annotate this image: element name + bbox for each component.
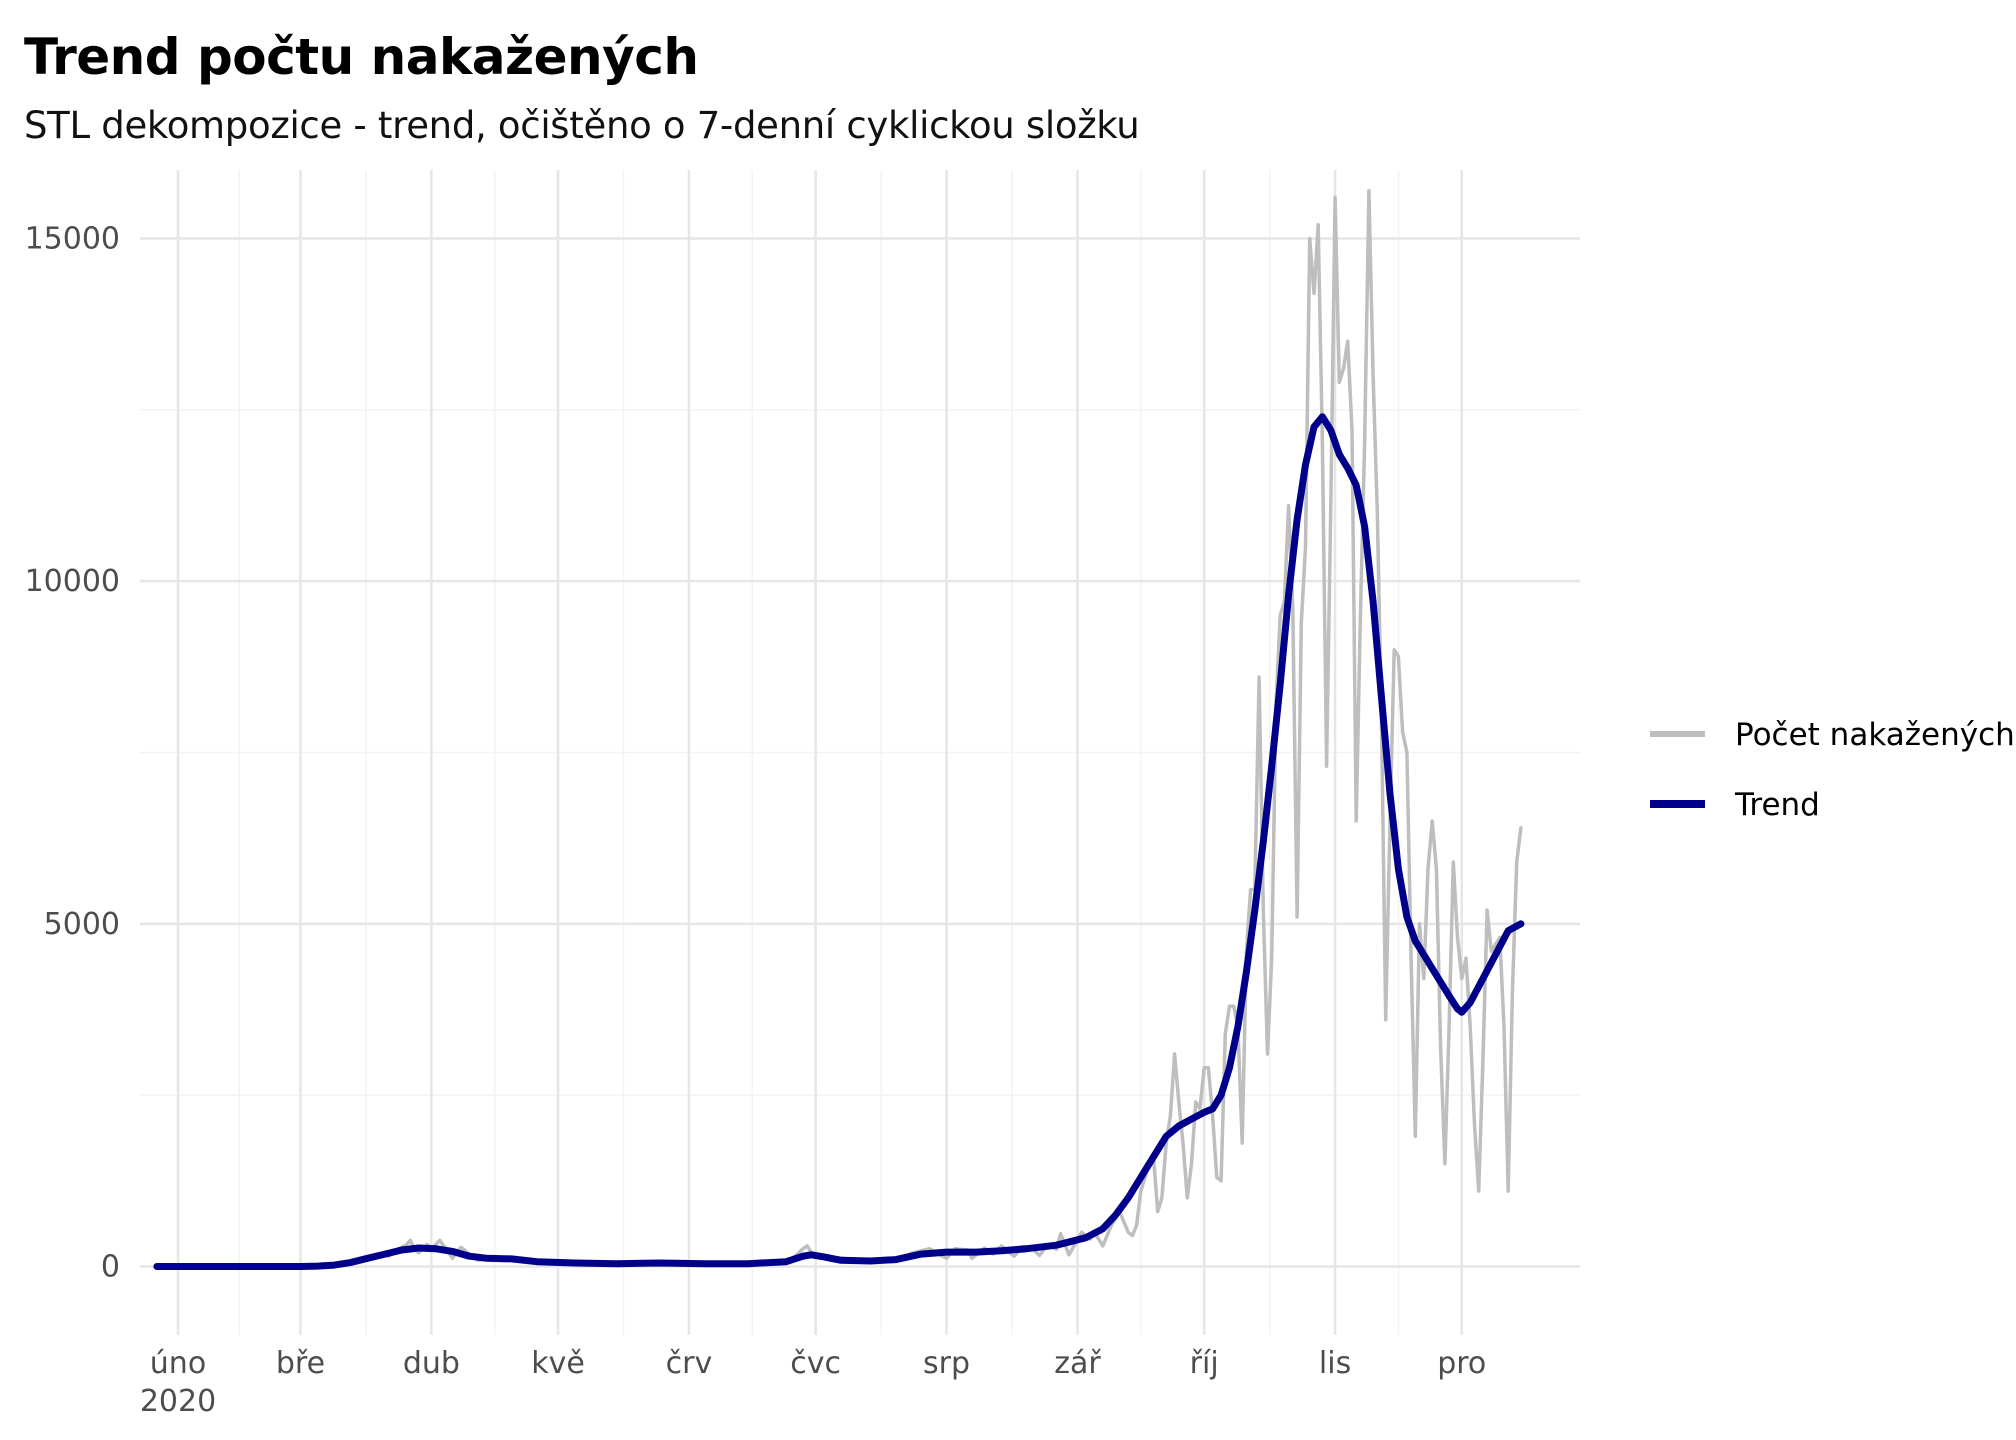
x-tick-label: bře <box>276 1346 325 1381</box>
series-layer <box>153 188 1525 1270</box>
series-line-cases <box>155 188 1523 1269</box>
series-line-trend <box>153 413 1525 1270</box>
x-tick-label: kvě <box>531 1346 585 1381</box>
x-tick-label: lis <box>1319 1346 1351 1381</box>
grid-lines <box>140 170 1580 1335</box>
y-tick-label: 15000 <box>25 222 120 257</box>
x-tick-label: dub <box>403 1346 460 1381</box>
legend-label: Trend <box>1734 787 1820 823</box>
y-tick-label: 0 <box>101 1249 120 1284</box>
chart-subtitle: STL dekompozice - trend, očištěno o 7-de… <box>24 104 1140 147</box>
y-tick-label: 10000 <box>25 564 120 599</box>
legend: Počet nakažených Trend <box>1650 717 2015 823</box>
x-tick-label: srp <box>923 1346 970 1381</box>
x-tick-label: říj <box>1190 1346 1219 1381</box>
y-tick-label: 5000 <box>44 907 120 942</box>
legend-label: Počet nakažených <box>1735 717 2015 753</box>
x-tick-label: zář <box>1054 1346 1101 1381</box>
x-tick-label: črv <box>666 1346 713 1381</box>
y-axis: 0 5000 10000 15000 <box>25 222 120 1285</box>
x-tick-label: čvc <box>790 1346 841 1381</box>
x-tick-label: úno <box>150 1346 206 1381</box>
x-tick-label: pro <box>1437 1346 1486 1381</box>
chart-title: Trend počtu nakažených <box>24 28 699 86</box>
x-tick-sublabel: 2020 <box>140 1384 216 1419</box>
